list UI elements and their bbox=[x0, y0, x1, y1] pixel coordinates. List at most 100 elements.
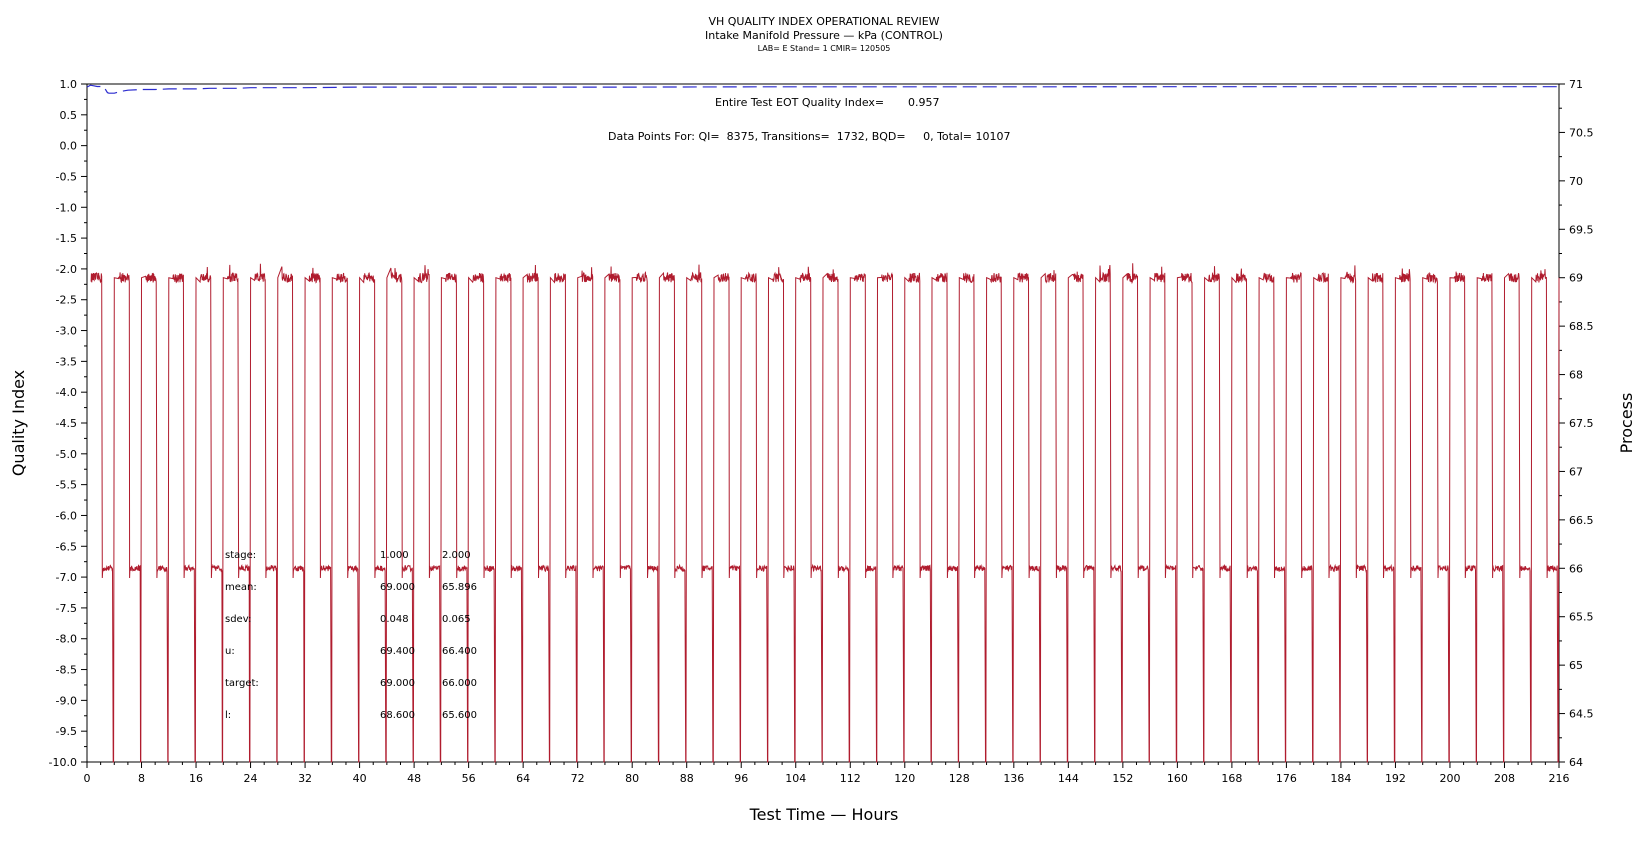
y-left-tick-label: -9.5 bbox=[56, 725, 77, 738]
stats-value-stage1: 69.400 bbox=[380, 646, 415, 657]
y-right-tick-label: 64.5 bbox=[1569, 708, 1594, 721]
y-axis-right: 71 70.5 70 69.5 69 68.5 68 67.5 67 66.5 66 65.5 65 64… bbox=[1559, 78, 1594, 769]
stats-label: mean: bbox=[225, 582, 257, 593]
x-tick-label: 0 bbox=[84, 772, 91, 785]
stats-value-stage2: 65.600 bbox=[442, 710, 477, 721]
x-tick-label: 168 bbox=[1221, 772, 1242, 785]
x-tick-label: 136 bbox=[1003, 772, 1024, 785]
y-left-tick-label: -8.0 bbox=[56, 633, 77, 646]
y-right-tick-label: 68 bbox=[1569, 369, 1583, 382]
y-left-tick-label: -3.5 bbox=[56, 355, 77, 368]
x-tick-label: 128 bbox=[949, 772, 970, 785]
x-tick-label: 192 bbox=[1385, 772, 1406, 785]
stats-value-stage1: 69.000 bbox=[380, 582, 415, 593]
x-tick-label: 152 bbox=[1112, 772, 1133, 785]
eot-quality-value: 0.957 bbox=[908, 96, 940, 109]
y-axis-left: 1.0 0.5 0.0 -0.5 -1.0 -1.5 -2.0 -2.5 -3.0 -3.5 -4.… bbox=[49, 78, 87, 769]
stats-value-stage1: 0.048 bbox=[380, 614, 409, 625]
x-tick-label: 8 bbox=[138, 772, 145, 785]
stats-label: target: bbox=[225, 678, 259, 689]
y-left-tick-label: -6.5 bbox=[56, 540, 77, 553]
x-tick-label: 56 bbox=[462, 772, 476, 785]
y-left-tick-label: -2.0 bbox=[56, 263, 77, 276]
x-tick-label: 144 bbox=[1058, 772, 1079, 785]
y-right-tick-label: 66 bbox=[1569, 562, 1583, 575]
x-tick-label: 72 bbox=[571, 772, 585, 785]
stats-value-stage2: 2.000 bbox=[442, 550, 471, 561]
y-left-tick-label: -0.5 bbox=[56, 170, 77, 183]
x-axis-label: Test Time — Hours bbox=[749, 805, 899, 824]
stats-value-stage2: 65.896 bbox=[442, 582, 477, 593]
y-left-tick-label: -1.5 bbox=[56, 232, 77, 245]
y-right-tick-label: 65.5 bbox=[1569, 611, 1594, 624]
data-points-summary: Data Points For: QI= 8375, Transitions= … bbox=[608, 130, 1010, 143]
y-left-tick-label: -5.0 bbox=[56, 448, 77, 461]
x-tick-label: 96 bbox=[734, 772, 748, 785]
y-right-tick-label: 66.5 bbox=[1569, 514, 1594, 527]
x-tick-label: 40 bbox=[353, 772, 367, 785]
y-left-tick-label: -8.5 bbox=[56, 664, 77, 677]
x-tick-label: 48 bbox=[407, 772, 421, 785]
y-right-tick-label: 67 bbox=[1569, 465, 1583, 478]
stats-label: stage: bbox=[225, 550, 256, 561]
x-tick-label: 184 bbox=[1330, 772, 1351, 785]
y-right-tick-label: 69.5 bbox=[1569, 223, 1594, 236]
y-right-tick-label: 68.5 bbox=[1569, 320, 1594, 333]
y-right-tick-label: 70 bbox=[1569, 175, 1583, 188]
stats-value-stage1: 69.000 bbox=[380, 678, 415, 689]
y-right-tick-label: 69 bbox=[1569, 272, 1583, 285]
y-axis-right-label: Process bbox=[1617, 393, 1636, 454]
chart-subsubtitle: LAB= E Stand= 1 CMIR= 120505 bbox=[758, 44, 891, 53]
y-left-tick-label: -3.0 bbox=[56, 325, 77, 338]
x-tick-label: 176 bbox=[1276, 772, 1297, 785]
chart-title: VH QUALITY INDEX OPERATIONAL REVIEW bbox=[708, 15, 939, 28]
y-left-tick-label: -7.0 bbox=[56, 571, 77, 584]
x-tick-label: 104 bbox=[785, 772, 806, 785]
y-axis-left-label: Quality Index bbox=[9, 370, 28, 476]
y-left-tick-label: -1.0 bbox=[56, 201, 77, 214]
y-right-tick-label: 67.5 bbox=[1569, 417, 1594, 430]
y-right-tick-label: 71 bbox=[1569, 78, 1583, 91]
y-right-tick-label: 64 bbox=[1569, 756, 1583, 769]
y-right-tick-label: 70.5 bbox=[1569, 126, 1594, 139]
stats-label: sdev: bbox=[225, 614, 251, 625]
y-left-tick-label: -4.5 bbox=[56, 417, 77, 430]
x-tick-label: 112 bbox=[840, 772, 861, 785]
x-axis: 0 8 16 24 32 40 48 56 64 72 80 88 96 104 112 120 128 136 1… bbox=[84, 762, 1570, 785]
y-left-tick-label: 0.0 bbox=[60, 140, 78, 153]
stats-label: u: bbox=[225, 646, 235, 657]
y-left-tick-label: -9.0 bbox=[56, 694, 77, 707]
eot-quality-label: Entire Test EOT Quality Index= bbox=[715, 96, 884, 109]
x-tick-label: 32 bbox=[298, 772, 312, 785]
x-tick-label: 160 bbox=[1167, 772, 1188, 785]
y-left-tick-label: 0.5 bbox=[60, 109, 78, 122]
y-left-tick-label: -7.5 bbox=[56, 602, 77, 615]
stats-value-stage1: 1.000 bbox=[380, 550, 409, 561]
x-tick-label: 120 bbox=[894, 772, 915, 785]
x-tick-label: 208 bbox=[1494, 772, 1515, 785]
y-right-tick-label: 65 bbox=[1569, 659, 1583, 672]
y-left-tick-label: -6.0 bbox=[56, 509, 77, 522]
x-tick-label: 64 bbox=[516, 772, 530, 785]
stats-table: stage: 1.000 2.000 mean: 69.000 65.896 sdev: 0.… bbox=[225, 550, 477, 721]
stats-value-stage2: 66.000 bbox=[442, 678, 477, 689]
y-left-tick-label: -2.5 bbox=[56, 294, 77, 307]
process-series-line bbox=[90, 263, 1560, 763]
x-tick-label: 24 bbox=[244, 772, 258, 785]
y-left-tick-label: -5.5 bbox=[56, 479, 77, 492]
x-tick-label: 216 bbox=[1549, 772, 1570, 785]
stats-value-stage2: 0.065 bbox=[442, 614, 471, 625]
stats-value-stage2: 66.400 bbox=[442, 646, 477, 657]
stats-label: l: bbox=[225, 710, 231, 721]
x-tick-label: 16 bbox=[189, 772, 203, 785]
quality-index-series-line bbox=[86, 84, 1559, 94]
y-left-tick-label: -4.0 bbox=[56, 386, 77, 399]
y-left-tick-label: 1.0 bbox=[60, 78, 78, 91]
x-tick-label: 88 bbox=[680, 772, 694, 785]
x-tick-label: 200 bbox=[1439, 772, 1460, 785]
stats-value-stage1: 68.600 bbox=[380, 710, 415, 721]
x-tick-label: 80 bbox=[625, 772, 639, 785]
y-left-tick-label: -10.0 bbox=[49, 756, 77, 769]
chart-subtitle: Intake Manifold Pressure — kPa (CONTROL) bbox=[705, 29, 943, 42]
